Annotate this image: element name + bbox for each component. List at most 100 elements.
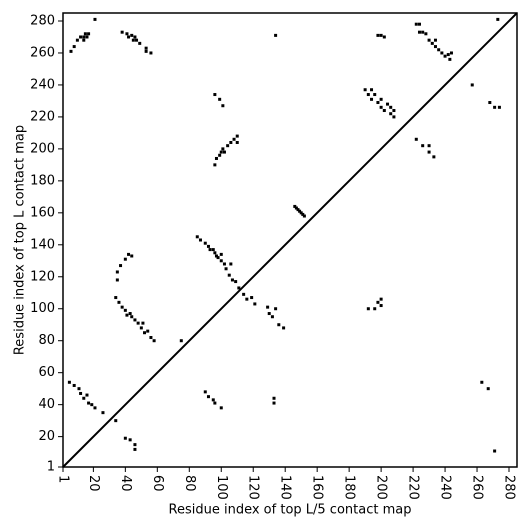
contact-point xyxy=(144,49,148,53)
contact-point xyxy=(250,296,254,300)
contact-point xyxy=(277,323,281,327)
y-tick-label: 200 xyxy=(30,141,55,156)
contact-point xyxy=(208,248,212,252)
contact-point xyxy=(427,150,431,154)
x-tick-label: 100 xyxy=(214,475,229,500)
contact-point xyxy=(493,105,497,109)
contact-point xyxy=(114,419,118,423)
y-tick-label: 220 xyxy=(30,109,55,124)
contact-point xyxy=(488,101,492,105)
y-tick-label: 80 xyxy=(38,333,55,348)
contact-point xyxy=(440,51,444,55)
contact-point xyxy=(206,244,210,248)
contact-point xyxy=(123,257,127,261)
contact-point xyxy=(235,134,239,138)
contact-point xyxy=(75,38,79,42)
x-tick-label: 140 xyxy=(278,475,293,500)
contact-point xyxy=(198,238,202,242)
contact-point xyxy=(87,32,91,36)
contact-point xyxy=(219,252,223,256)
plot-frame xyxy=(62,12,518,468)
y-tick-label: 100 xyxy=(30,301,55,316)
contact-point xyxy=(497,105,501,109)
contact-point xyxy=(114,296,118,300)
x-tick-label: 280 xyxy=(502,475,517,500)
x-tick-label: 240 xyxy=(438,475,453,500)
y-tick-label: 1 xyxy=(47,460,55,475)
contact-point xyxy=(235,140,239,144)
contact-point xyxy=(392,115,396,119)
contact-point xyxy=(379,33,383,37)
contact-point xyxy=(270,315,274,319)
contact-point xyxy=(79,391,83,395)
contact-point xyxy=(213,401,217,405)
contact-point xyxy=(373,307,377,311)
contact-point xyxy=(128,312,132,316)
contact-point xyxy=(222,150,226,154)
contact-point xyxy=(222,262,226,266)
contact-point xyxy=(213,163,217,167)
x-tick-label: 60 xyxy=(150,475,165,492)
contact-point xyxy=(414,22,418,26)
contact-point xyxy=(133,318,137,322)
contact-point xyxy=(125,313,129,317)
contact-point xyxy=(214,254,218,258)
contact-point xyxy=(266,305,270,309)
contact-point xyxy=(133,35,137,39)
x-tick-label: 260 xyxy=(470,475,485,500)
contact-point xyxy=(230,278,234,282)
contact-point xyxy=(179,339,183,343)
contact-point xyxy=(493,449,497,453)
contact-point xyxy=(302,214,306,218)
contact-point xyxy=(282,326,286,330)
contact-point xyxy=(443,54,447,58)
contact-point xyxy=(93,17,97,21)
contact-point xyxy=(294,206,298,210)
contact-point xyxy=(432,155,436,159)
contact-point xyxy=(195,235,199,239)
contact-point xyxy=(219,406,223,410)
contact-point xyxy=(379,304,383,308)
contact-point xyxy=(214,156,218,160)
contact-point xyxy=(379,105,383,109)
contact-point xyxy=(83,32,87,36)
contact-point xyxy=(82,38,86,42)
contact-point xyxy=(376,300,380,304)
contact-point xyxy=(130,254,134,258)
contact-point xyxy=(242,292,246,296)
contact-point xyxy=(67,380,71,384)
contact-point xyxy=(139,326,143,330)
x-tick-label: 40 xyxy=(118,475,133,492)
y-tick-label: 40 xyxy=(38,397,55,412)
contact-point xyxy=(267,312,271,316)
contact-point xyxy=(149,51,153,55)
contact-point xyxy=(221,147,225,151)
x-tick-label: 1 xyxy=(56,475,71,483)
contact-point xyxy=(127,35,131,39)
contact-point xyxy=(298,209,302,213)
contact-point xyxy=(221,104,225,108)
contact-point xyxy=(146,329,150,333)
contact-point xyxy=(389,105,393,109)
contact-point xyxy=(389,112,393,116)
contact-point xyxy=(133,447,137,451)
contact-point xyxy=(115,270,119,274)
contact-point xyxy=(424,32,428,36)
contact-point xyxy=(370,88,374,92)
contact-point xyxy=(93,406,97,410)
contact-point xyxy=(373,93,377,97)
contact-point xyxy=(119,264,123,268)
contact-point xyxy=(219,259,223,263)
x-tick-label: 80 xyxy=(182,475,197,492)
contact-point xyxy=(77,387,81,391)
contact-point xyxy=(138,41,142,45)
contact-point xyxy=(206,395,210,399)
contact-point xyxy=(363,88,367,92)
contact-point xyxy=(136,321,140,325)
contact-point xyxy=(437,48,441,52)
contact-point xyxy=(125,32,129,36)
y-tick-label: 60 xyxy=(38,365,55,380)
contact-point xyxy=(219,150,223,154)
contact-point xyxy=(299,211,303,215)
contact-point xyxy=(274,307,278,311)
